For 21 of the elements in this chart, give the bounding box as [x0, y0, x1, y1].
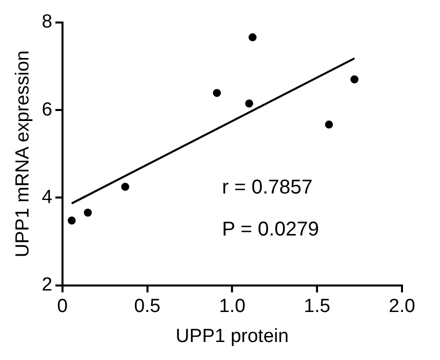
y-axis-title: UPP1 mRNA expression: [12, 50, 34, 258]
y-tick-label: 6: [42, 99, 52, 120]
point: [248, 33, 257, 42]
x-tick-label: 1.5: [304, 296, 330, 318]
y-tick-label: 8: [42, 12, 52, 33]
point: [121, 182, 130, 191]
y-tick-label: 2: [42, 274, 52, 296]
x-tick-label: 2.0: [388, 296, 416, 318]
annotation: P = 0.0279: [222, 218, 319, 241]
y-tick-label: 4: [42, 186, 53, 208]
x-tick-label: 0.5: [134, 296, 160, 318]
point: [68, 216, 76, 225]
point: [212, 88, 221, 97]
point: [324, 120, 333, 129]
annotation: r = 0.7857: [222, 176, 313, 199]
point: [84, 208, 92, 217]
x-axis-title: UPP1 protein: [176, 326, 289, 347]
x-tick-label: 1.0: [218, 296, 246, 318]
point: [245, 99, 254, 108]
x-tick-label: 0: [57, 296, 68, 318]
point: [350, 75, 358, 84]
